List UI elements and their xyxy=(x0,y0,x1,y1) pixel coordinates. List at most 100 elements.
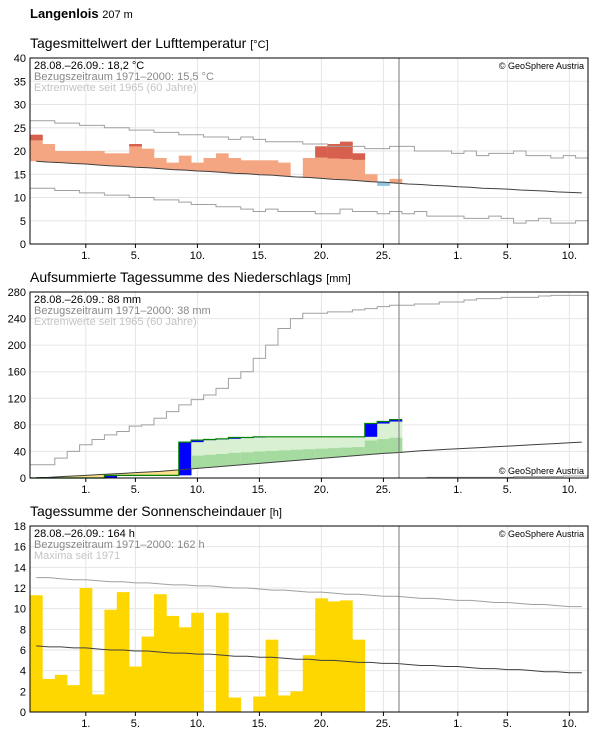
sun-stat-current: 28.08.–26.09.: 164 h xyxy=(34,528,135,540)
temp-bar xyxy=(253,160,266,175)
sunshine-bar xyxy=(42,678,56,712)
precip-extreme-max-line xyxy=(30,294,588,466)
sun-ytick-label: 14 xyxy=(14,562,26,574)
temp-bar xyxy=(92,151,105,165)
temp-bar-strong xyxy=(352,153,366,160)
precip-ytick-label: 80 xyxy=(14,420,26,432)
temp-xtick-label: 25. xyxy=(376,250,391,262)
station-name: Langenlois xyxy=(30,6,99,21)
temp-ytick-label: 35 xyxy=(14,76,26,88)
precip-stat-current: 28.08.–26.09.: 88 mm xyxy=(34,294,141,306)
precip-surplus-inner xyxy=(389,437,403,453)
temp-stat-current: 28.08.–26.09.: 18,2 °C xyxy=(34,60,144,72)
temp-reference-line xyxy=(36,160,582,194)
precip-surplus-inner xyxy=(265,450,279,463)
sun-xtick-label: 25. xyxy=(376,718,391,729)
sun-ytick-label: 0 xyxy=(20,707,26,719)
sun-xtick-label: 5. xyxy=(131,718,140,729)
precip-deficit-area xyxy=(79,475,93,478)
temp-plot-frame xyxy=(29,57,589,245)
sunshine-bar xyxy=(104,609,118,712)
temp-bar xyxy=(116,153,130,167)
sunshine-bar xyxy=(166,615,180,712)
temp-bar xyxy=(129,144,142,168)
temp-xtick-label: 1. xyxy=(453,250,462,262)
precip-xtick-label: 1. xyxy=(453,484,462,496)
temp-bar xyxy=(54,151,68,163)
temp-bar-strong xyxy=(315,146,328,158)
sun-ytick-label: 10 xyxy=(14,604,26,616)
temp-ytick-label: 25 xyxy=(14,123,26,135)
precip-daily-bar xyxy=(228,437,242,439)
precip-deficit-area xyxy=(141,472,155,476)
sunshine-bar xyxy=(30,595,43,712)
precip-reference-line xyxy=(36,441,582,479)
sunshine-bar xyxy=(352,639,366,712)
sun-stat-extremes: Maxima seit 1971 xyxy=(34,550,120,562)
temp-bar xyxy=(389,178,403,184)
temp-bar-below xyxy=(377,182,390,186)
precip-daily-bar xyxy=(191,440,204,443)
sun-xtick-label: 10. xyxy=(562,718,577,729)
sunshine-bar xyxy=(116,592,130,712)
precip-surplus-inner xyxy=(253,451,266,464)
sunshine-bar xyxy=(228,697,242,712)
precip-stat-reference: Bezugszeitraum 1971–2000: 38 mm xyxy=(34,305,211,317)
sun-ytick-label: 18 xyxy=(14,521,26,533)
precip-xtick-label: 10. xyxy=(190,484,205,496)
temp-bar xyxy=(79,151,93,165)
precipitation-title-text: Aufsummierte Tagessumme des Niederschlag… xyxy=(30,269,323,285)
temp-bar xyxy=(154,157,167,169)
precip-deficit-area xyxy=(116,473,130,476)
sunshine-bar xyxy=(278,695,291,712)
sunshine-bar xyxy=(340,600,353,712)
precip-surplus-inner xyxy=(228,452,242,466)
sun-xtick-label: 10. xyxy=(190,718,205,729)
temp-bar xyxy=(265,160,279,176)
sun-ytick-label: 12 xyxy=(14,583,26,595)
temp-stat-reference: Bezugszeitraum 1971–2000: 15,5 °C xyxy=(34,71,214,83)
station-elevation: 207 m xyxy=(102,9,133,21)
sunshine-bar xyxy=(67,685,80,712)
temp-bar xyxy=(240,160,254,174)
temp-bar xyxy=(203,157,217,172)
precip-xtick-label: 5. xyxy=(503,484,512,496)
precip-cumulative-line xyxy=(30,418,402,479)
temp-xtick-label: 20. xyxy=(314,250,329,262)
sun-ytick-label: 4 xyxy=(20,666,26,678)
sunshine-bar xyxy=(141,636,155,712)
temp-bar xyxy=(141,148,155,168)
temp-bar xyxy=(30,134,43,162)
sun-xtick-label: 15. xyxy=(252,718,267,729)
sunshine-title-text: Tagessumme der Sonnenscheindauer xyxy=(30,503,266,519)
sunshine-bar xyxy=(129,666,142,712)
precip-surplus-inner xyxy=(191,455,204,469)
precip-copyright: © GeoSphere Austria xyxy=(499,466,584,476)
temp-ytick-label: 0 xyxy=(20,239,26,251)
precip-daily-bar xyxy=(364,423,378,437)
sunshine-bar xyxy=(315,598,328,712)
sunshine-bar xyxy=(327,601,341,712)
sunshine-bar xyxy=(92,694,105,712)
sunshine-reference-line xyxy=(36,645,582,674)
temp-bar xyxy=(191,162,204,171)
temp-xtick-label: 5. xyxy=(131,250,140,262)
sunshine-bar xyxy=(191,612,204,712)
precip-xtick-label: 25. xyxy=(376,484,391,496)
precip-daily-bar xyxy=(178,442,192,476)
temperature-panel-title: Tagesmittelwert der Lufttemperatur [°C] xyxy=(30,35,269,51)
temp-bar xyxy=(352,153,366,181)
precip-deficit-area xyxy=(92,474,105,478)
sunshine-panel-title: Tagessumme der Sonnenscheindauer [h] xyxy=(30,503,282,519)
temperature-title-text: Tagesmittelwert der Lufttemperatur xyxy=(30,35,247,51)
precip-deficit-area xyxy=(154,471,167,476)
precip-ytick-label: 240 xyxy=(8,314,26,326)
precip-xtick-label: 5. xyxy=(131,484,140,496)
sun-xtick-label: 1. xyxy=(453,718,462,729)
temp-bar xyxy=(364,174,378,182)
temp-bar xyxy=(216,153,229,173)
precip-xtick-label: 15. xyxy=(252,484,267,496)
temp-bar xyxy=(228,157,242,174)
